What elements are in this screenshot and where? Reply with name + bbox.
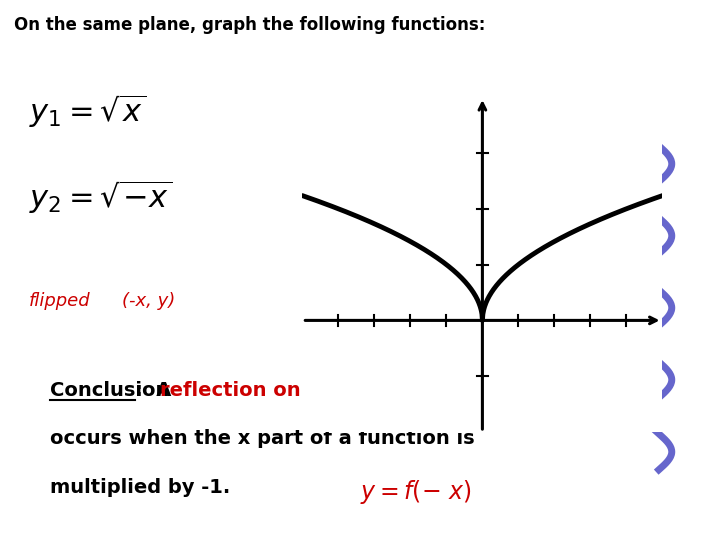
Text: (-x, y): (-x, y) [122, 292, 176, 309]
Text: $y_1 = \sqrt{x}$: $y_1 = \sqrt{x}$ [29, 92, 147, 130]
Text: occurs when the x part of a function is: occurs when the x part of a function is [50, 429, 475, 448]
Text: $y_2 = \sqrt{-x}$: $y_2 = \sqrt{-x}$ [29, 178, 172, 216]
Text: flipped: flipped [29, 292, 91, 309]
Text: $y = f(-\ x)$: $y = f(-\ x)$ [360, 478, 472, 506]
Text: On the same plane, graph the following functions:: On the same plane, graph the following f… [14, 16, 486, 34]
Text: y: y [326, 381, 339, 400]
Text: :  A: : A [135, 381, 179, 400]
Text: multiplied by -1.: multiplied by -1. [50, 478, 230, 497]
Text: Conclusion: Conclusion [50, 381, 170, 400]
Text: -axis: -axis [339, 381, 391, 400]
Text: reflection on the: reflection on the [160, 381, 351, 400]
